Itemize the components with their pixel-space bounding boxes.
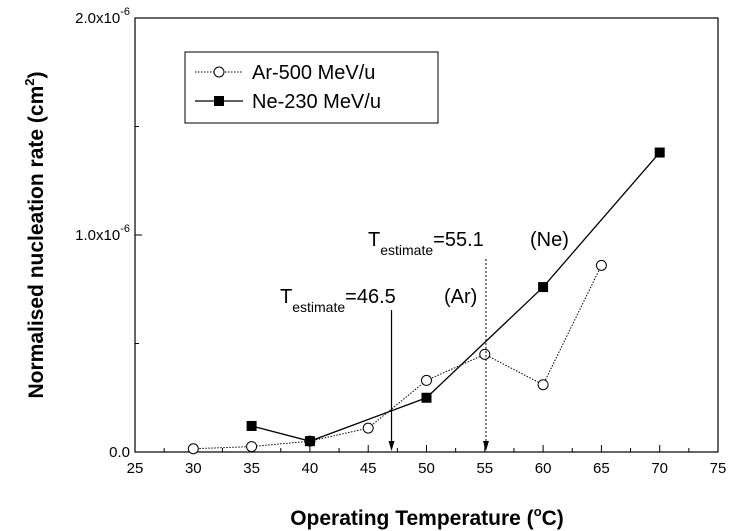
y-axis-title-sup: 2 <box>22 79 37 86</box>
x-tick-label: 40 <box>302 460 319 477</box>
series-line-0 <box>193 265 602 450</box>
ne-estimate-tag: (Ne) <box>530 229 569 251</box>
data-point-ar <box>362 422 374 434</box>
x-axis-title-end: C) <box>542 507 564 530</box>
x-tick-label: 70 <box>651 460 668 477</box>
data-point-ar <box>421 374 432 386</box>
ne-estimate-label-sub: estimate <box>380 242 433 258</box>
data-point-ar <box>595 259 607 271</box>
data-point-ne <box>538 282 549 293</box>
x-tick-label: 65 <box>593 460 610 477</box>
annotation-group: Testimate=55.1 (Ne)Testimate=46.5 (Ar) <box>280 229 569 451</box>
data-point-ne <box>304 436 315 447</box>
ar-estimate-arrowhead <box>388 441 395 451</box>
ne-estimate-arrowhead <box>482 441 489 451</box>
x-tick-label: 50 <box>418 460 435 477</box>
y-tick-label: 0.0 <box>109 444 130 461</box>
x-tick-label: 55 <box>476 460 493 477</box>
legend-box <box>184 51 439 124</box>
data-point-ar <box>479 348 491 360</box>
y-tick-exp: -6 <box>120 6 130 18</box>
ar-estimate-label-prefix: T <box>280 286 292 308</box>
ne-estimate-label: Testimate=55.1 <box>368 229 484 258</box>
x-tick-label: 35 <box>243 460 260 477</box>
y-tick-base: 0.0 <box>109 444 130 461</box>
x-axis-title: Operating Temperature (oC) <box>290 504 564 530</box>
legend-label-ar: Ar-500 MeV/u <box>252 62 375 84</box>
ne-estimate-label-prefix: T <box>368 229 380 251</box>
y-axis-title-end: ) <box>25 72 48 79</box>
data-point-ne <box>654 147 665 158</box>
x-tick-label: 45 <box>360 460 377 477</box>
x-tick-label: 30 <box>185 460 202 477</box>
x-axis-title-main: Operating Temperature ( <box>290 507 534 530</box>
x-axis-title-sup: o <box>534 504 542 519</box>
ne-estimate-label-suffix: =55.1 <box>433 229 484 251</box>
legend-marker-ne <box>214 96 224 106</box>
legend-label-ne: Ne-230 MeV/u <box>252 91 381 113</box>
ar-estimate-label-suffix: =46.5 <box>345 286 396 308</box>
ar-estimate-label: Testimate=46.5 <box>280 286 396 315</box>
legend: Ar-500 MeV/u Ne-230 MeV/u <box>184 51 439 124</box>
data-point-ne <box>421 392 432 403</box>
y-axis-title: Normalised nucleation rate (cm2) <box>22 72 48 399</box>
x-tick-label: 25 <box>127 460 144 477</box>
x-tick-label: 60 <box>535 460 552 477</box>
y-tick-label: 2.0x10-6 <box>75 6 130 27</box>
y-tick-label: 1.0x10-6 <box>75 223 130 244</box>
data-point-ar <box>537 379 549 391</box>
data-point-ar <box>246 441 258 453</box>
ar-estimate-label-sub: estimate <box>292 299 345 315</box>
x-tick-label: 75 <box>710 460 727 477</box>
legend-marker-ar <box>213 66 225 78</box>
data-point-ne <box>246 420 257 431</box>
axis-ticks: 25 30 35 40 45 50 55 60 65 70 750.01.0x10-62.0x10-… <box>75 6 726 477</box>
y-axis-title-main: Normalised nucleation rate (cm <box>25 86 48 399</box>
y-tick-exp: -6 <box>120 223 130 235</box>
series-group <box>187 147 665 455</box>
ar-estimate-tag: (Ar) <box>444 286 477 308</box>
y-tick-base: 2.0x10 <box>75 10 120 27</box>
y-tick-base: 1.0x10 <box>75 227 120 244</box>
data-point-ar <box>187 443 199 455</box>
